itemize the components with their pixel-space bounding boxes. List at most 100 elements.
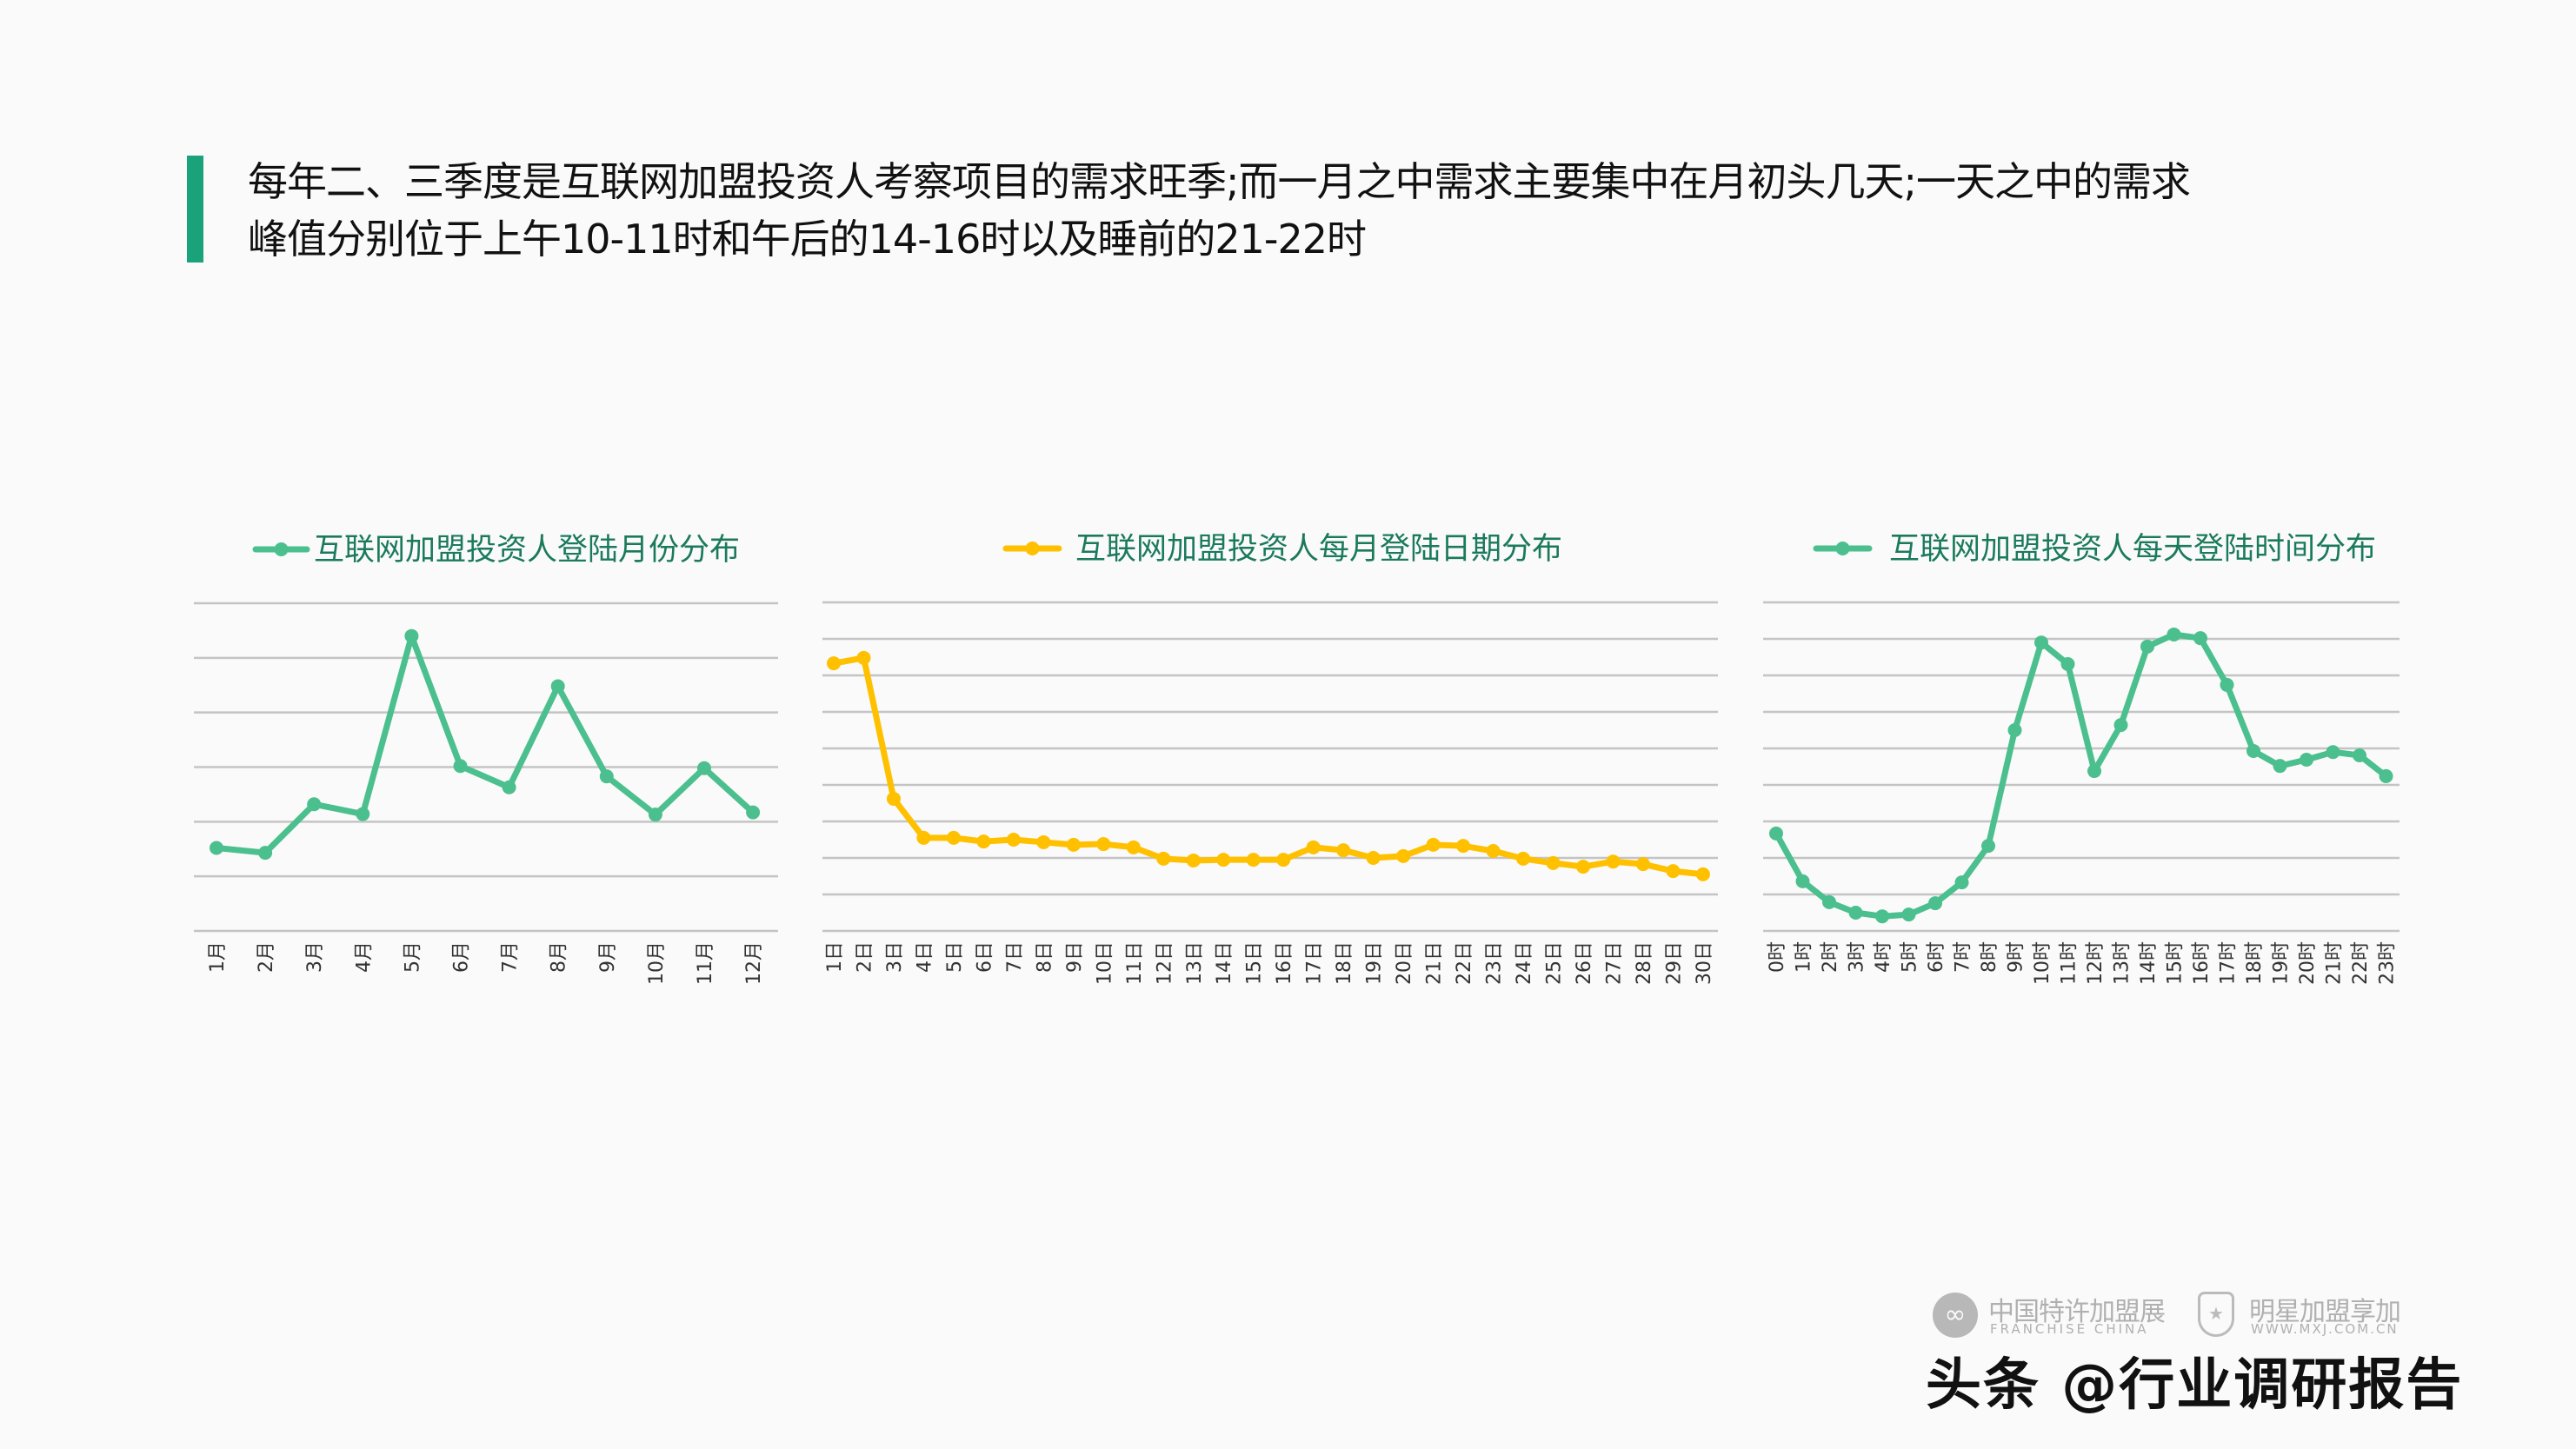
data-point [1336, 843, 1351, 858]
chart-monthly-distribution: 互联网加盟投资人登陆月份分布 1月 2月 3月 4月 5月 6月 7月 8月 9月 10月 11月 12… [194, 533, 778, 985]
x-tick-label: 28日 [1634, 941, 1655, 985]
data-point [1456, 839, 1471, 854]
x-tick-label: 16时 [2191, 941, 2213, 985]
x-tick-label: 29日 [1663, 941, 1685, 985]
x-tick-label: 4日 [914, 941, 935, 973]
x-tick-label: 5月 [402, 941, 423, 973]
x-tick-label: 22时 [2350, 941, 2372, 985]
data-point [1306, 840, 1321, 854]
x-tick-label: 7月 [500, 941, 522, 973]
data-point [2247, 743, 2260, 758]
data-point [356, 807, 370, 821]
x-tick-label: 23时 [2377, 941, 2399, 985]
data-point [599, 769, 614, 784]
data-point [2007, 723, 2022, 737]
data-point [827, 656, 841, 671]
data-point [2193, 631, 2207, 646]
source-credit: 头条 @行业调研报告 [1926, 1353, 2464, 1418]
x-tick-label: 5日 [944, 941, 966, 973]
legend-dot-icon [1025, 542, 1040, 555]
data-point [916, 830, 931, 845]
headline-accent-bar [187, 156, 203, 263]
data-point [1186, 853, 1201, 867]
data-point [1036, 834, 1051, 849]
x-tick-label: 8月 [549, 941, 570, 973]
data-point [502, 780, 516, 794]
data-point [886, 791, 901, 806]
data-point [2220, 677, 2234, 692]
legend-label: 互联网加盟投资人每天登陆时间分布 [1889, 532, 2376, 567]
series-line [1773, 631, 2388, 920]
mxj-shield-logo-icon: ★ [2198, 1292, 2234, 1337]
data-point [1928, 896, 1942, 911]
data-point [648, 808, 662, 822]
x-tick-label: 6时 [1926, 941, 1947, 973]
x-tick-label: 13日 [1184, 941, 1206, 985]
data-point [697, 761, 711, 775]
x-tick-label: 14日 [1214, 941, 1235, 985]
data-point [1606, 854, 1621, 869]
legend-label: 互联网加盟投资人每月登陆日期分布 [1075, 532, 1562, 567]
x-tick-label: 14时 [2138, 941, 2160, 985]
data-point [2167, 627, 2181, 641]
x-tick-label: 21日 [1424, 941, 1446, 985]
data-point [1875, 909, 1889, 924]
x-tick-label: 7日 [1004, 941, 1026, 973]
x-tick-label: 1日 [824, 941, 846, 973]
data-point [1901, 907, 1916, 922]
data-point [1366, 851, 1381, 865]
x-tick-label: 17日 [1304, 941, 1326, 985]
x-tick-label: 8时 [1979, 941, 2000, 973]
franchise-china-subtitle: FRANCHISE CHINA [1990, 1321, 2149, 1337]
franchise-china-logo-icon: ∞ [1933, 1293, 1978, 1338]
x-tick-label: 4时 [1873, 941, 1894, 973]
x-tick-label: 12月 [743, 941, 765, 985]
data-point [2300, 753, 2313, 768]
data-point [1576, 860, 1590, 874]
legend-dot-icon [274, 542, 289, 556]
data-point [2379, 768, 2393, 783]
mxj-url: WWW.MXJ.COM.CN [2251, 1321, 2399, 1337]
data-point [1216, 853, 1231, 867]
data-point [2326, 745, 2340, 760]
series-line [216, 633, 755, 856]
chart-daily-date-distribution: 互联网加盟投资人每月登陆日期分布 1日 2日 3日 4日 5日 6日 7日 8日 9日 10日 11日… [822, 532, 1718, 985]
legend-dot-icon [1835, 542, 1850, 555]
x-tick-label: 2月 [256, 941, 277, 973]
x-tick-label: 9月 [597, 941, 619, 973]
x-tick-label: 2日 [854, 941, 875, 973]
x-tick-label: 20日 [1394, 941, 1415, 985]
data-point [946, 830, 961, 845]
data-point [1546, 855, 1561, 870]
data-point [2353, 748, 2366, 762]
x-tick-label: 13时 [2112, 941, 2133, 985]
x-tick-label: 1月 [207, 941, 229, 973]
x-tick-label: 11日 [1124, 941, 1146, 985]
data-point [404, 628, 419, 643]
x-tick-label: 9时 [2006, 941, 2027, 973]
x-tick-label: 10时 [2032, 941, 2053, 985]
chart-legend: 互联网加盟投资人每月登陆日期分布 [1002, 532, 1562, 567]
data-point [1426, 837, 1441, 852]
data-point [2034, 635, 2048, 650]
data-point [1822, 894, 1836, 909]
x-tick-label: 0时 [1767, 941, 1788, 973]
chart-legend: 互联网加盟投资人登陆月份分布 [252, 533, 740, 568]
series-line [833, 655, 1704, 878]
data-point [1795, 874, 1810, 888]
x-tick-label: 12时 [2085, 941, 2107, 985]
x-tick-label: 8日 [1034, 941, 1055, 973]
chart-hourly-distribution: 互联网加盟投资人每天登陆时间分布 0时 1时 2时 3时 4时 5时 6时 7时 8时 9时 10时 1… [1763, 532, 2400, 985]
franchise-china-name: 中国特许加盟展 [1988, 1297, 2166, 1327]
data-point [1954, 875, 1969, 890]
x-tick-label: 23日 [1484, 941, 1506, 985]
data-point [1096, 837, 1111, 852]
x-tick-label: 21时 [2324, 941, 2346, 985]
x-tick-label: 9日 [1064, 941, 1086, 973]
data-point [1981, 839, 1995, 854]
x-tick-label: 26日 [1574, 941, 1595, 985]
x-tick-label: 15时 [2165, 941, 2187, 985]
x-tick-label: 18时 [2244, 941, 2266, 985]
x-tick-label: 7时 [1953, 941, 1974, 973]
